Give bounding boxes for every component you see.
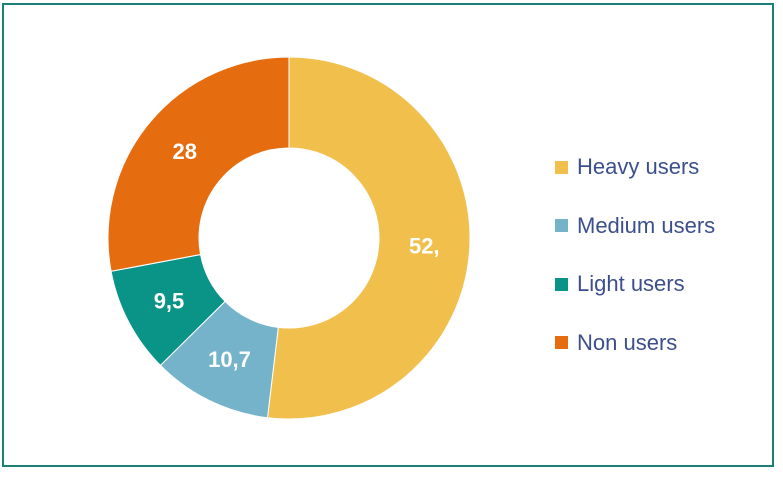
- donut-slice-non-users: [107, 56, 290, 272]
- legend-swatch: [555, 336, 568, 350]
- legend-item-medium-users: Medium users: [555, 197, 715, 256]
- legend: Heavy users Medium users Light users Non…: [555, 138, 715, 372]
- donut-slice-heavy-users: [266, 56, 471, 420]
- data-label-medium-users: 10,7: [208, 347, 251, 372]
- data-label-heavy-users: 52,: [409, 234, 440, 259]
- legend-swatch: [555, 219, 568, 233]
- legend-swatch: [555, 160, 568, 174]
- legend-item-non-users: Non users: [555, 314, 715, 373]
- data-label-light-users: 9,5: [154, 288, 185, 313]
- legend-item-heavy-users: Heavy users: [555, 138, 715, 197]
- legend-label: Light users: [577, 271, 685, 297]
- legend-label: Heavy users: [577, 154, 700, 180]
- legend-swatch: [555, 277, 568, 291]
- legend-label: Medium users: [577, 212, 716, 238]
- legend-item-light-users: Light users: [555, 255, 715, 314]
- legend-label: Non users: [577, 329, 678, 355]
- data-label-non-users: 28: [173, 139, 197, 164]
